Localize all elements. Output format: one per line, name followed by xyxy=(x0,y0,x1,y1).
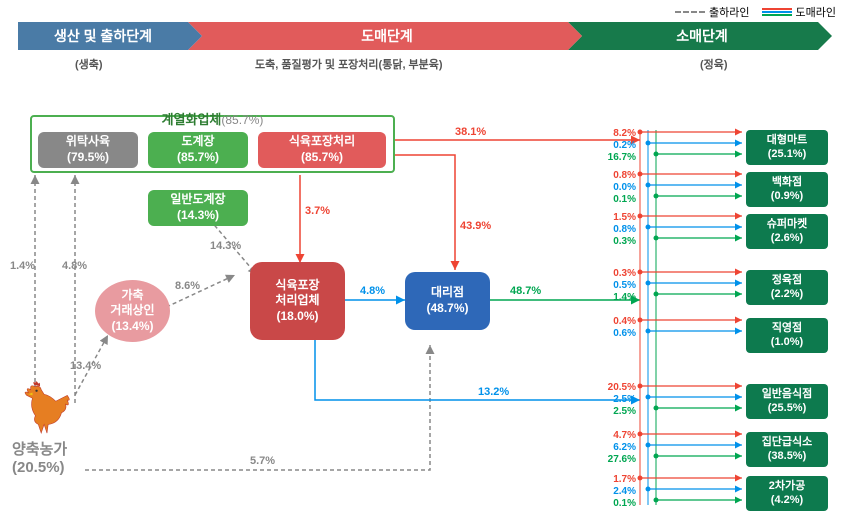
flow-13-2: 13.2% xyxy=(478,386,509,398)
flow-14-3: 14.3% xyxy=(210,240,241,252)
node-dealer: 가축 거래상인(13.4%) xyxy=(95,280,170,342)
flow-8-6: 8.6% xyxy=(175,280,200,292)
legend-solid-label: 도매라인 xyxy=(796,4,836,20)
retail-box-7: 2차가공(4.2%) xyxy=(746,476,828,511)
retail-flow-labels-7: 1.7%2.4%0.1% xyxy=(598,474,636,510)
flow-1-4: 1.4% xyxy=(10,260,35,272)
flow-43-9: 43.9% xyxy=(460,220,491,232)
stage2-sub: 도축, 품질평가 및 포장처리(통닭, 부분육) xyxy=(255,56,443,72)
retail-flow-labels-3: 0.3%0.5%1.4% xyxy=(598,268,636,304)
retail-flow-labels-6: 4.7%6.2%27.6% xyxy=(598,430,636,466)
flow-4-8: 4.8% xyxy=(62,260,87,272)
legend: 출하라인 도매라인 xyxy=(675,4,836,20)
node-slaughterhouse: 도계장(85.7%) xyxy=(148,132,248,168)
node-general-slaughter: 일반도계장(14.3%) xyxy=(148,190,248,226)
integrated-title: 계열화업체(85.7%) xyxy=(162,109,264,128)
flow-3-7: 3.7% xyxy=(305,205,330,217)
flow-lines xyxy=(0,0,846,518)
rooster-icon xyxy=(18,378,76,436)
farm-label: 양축농가(20.5%) xyxy=(12,438,67,476)
legend-dash: 출하라인 xyxy=(675,4,749,20)
stage3-sub: (정육) xyxy=(700,56,728,72)
legend-solid: 도매라인 xyxy=(762,4,836,20)
retail-box-2: 슈퍼마켓(2.6%) xyxy=(746,214,828,249)
flow-38-1: 38.1% xyxy=(455,126,486,138)
solid-lines-icon xyxy=(762,8,792,16)
legend-dash-label: 출하라인 xyxy=(709,4,749,20)
flow-13-4: 13.4% xyxy=(70,360,101,372)
retail-flow-labels-4: 0.4%0.6% xyxy=(598,316,636,340)
retail-box-4: 직영점(1.0%) xyxy=(746,318,828,353)
flow-4-8b: 4.8% xyxy=(360,285,385,297)
retail-box-0: 대형마트(25.1%) xyxy=(746,130,828,165)
retail-flow-labels-5: 20.5%2.5%2.5% xyxy=(598,382,636,418)
retail-box-5: 일반음식점(25.5%) xyxy=(746,384,828,419)
retail-flow-labels-0: 8.2%0.2%16.7% xyxy=(598,128,636,164)
node-contract-breeding: 위탁사육(79.5%) xyxy=(38,132,138,168)
retail-box-6: 집단급식소(38.5%) xyxy=(746,432,828,467)
retail-box-1: 백화점(0.9%) xyxy=(746,172,828,207)
node-packer: 식육포장 처리업체(18.0%) xyxy=(250,262,345,340)
retail-box-3: 정육점(2.2%) xyxy=(746,270,828,305)
stage-header: 생산 및 출하단계 도매단계 소매단계 xyxy=(18,22,828,52)
retail-flow-labels-2: 1.5%0.8%0.3% xyxy=(598,212,636,248)
stage3-arrow: 소매단계 xyxy=(568,22,818,50)
stage2-arrow: 도매단계 xyxy=(188,22,568,50)
stage1-arrow: 생산 및 출하단계 xyxy=(18,22,188,50)
retail-flow-labels-1: 0.8%0.0%0.1% xyxy=(598,170,636,206)
flow-5-7: 5.7% xyxy=(250,455,275,467)
dash-line-icon xyxy=(675,11,705,13)
flow-48-7: 48.7% xyxy=(510,285,541,297)
node-meat-packing: 식육포장처리(85.7%) xyxy=(258,132,386,168)
stage1-sub: (생축) xyxy=(75,56,103,72)
node-distributor: 대리점(48.7%) xyxy=(405,272,490,330)
